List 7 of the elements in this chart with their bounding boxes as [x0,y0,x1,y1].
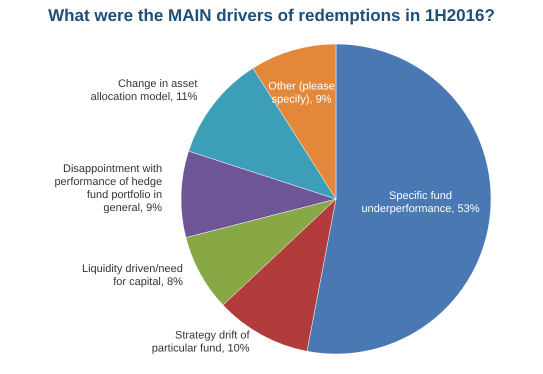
slice-label: Specific fund underperformance, 53% [361,190,480,215]
slice-label: Liquidity driven/need for capital, 8% [82,262,184,288]
slice-label: Change in asset allocation model, 11% [90,78,198,103]
slice-label: Disappointment with performance of hedge fund portfolio in general, 9% [54,163,162,214]
chart-title: What were the MAIN drivers of redemptions in 1H2016? [47,6,496,26]
slice-label: Strategy drift of particular fund, 10% [152,330,251,354]
slice-label: Other (please specify), 9% [268,80,335,106]
